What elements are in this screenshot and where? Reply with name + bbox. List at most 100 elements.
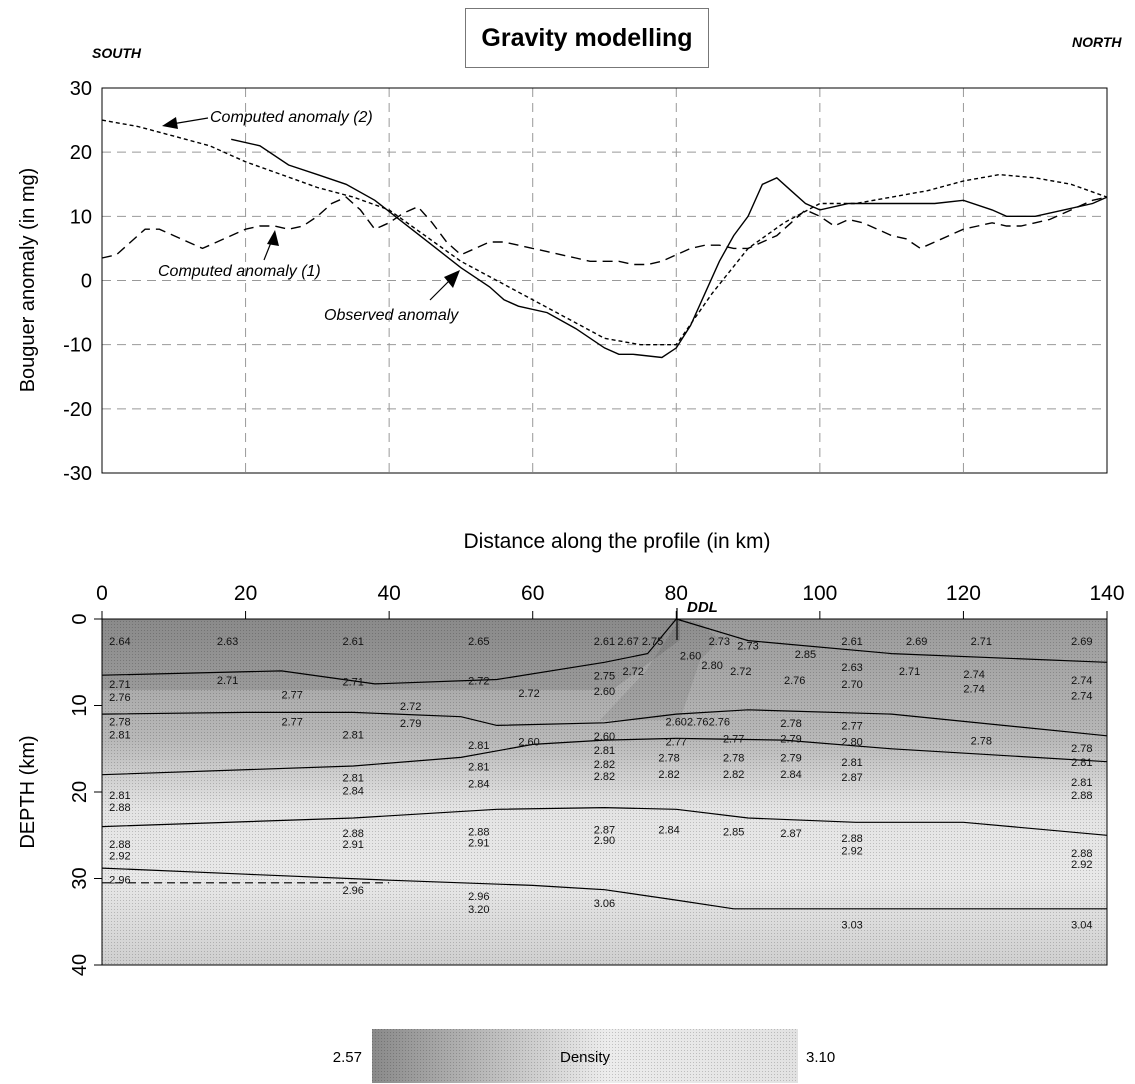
density-label: 2.60 — [594, 686, 615, 698]
series-line-dashed — [101, 196, 1108, 266]
density-label: 2.77 — [723, 734, 744, 746]
density-label: 2.96 — [468, 891, 489, 903]
density-label: 3.04 — [1071, 920, 1092, 932]
density-label: 2.84 — [780, 769, 801, 781]
gravity-y-tick-label: 0 — [81, 271, 92, 293]
annotation-computed-2: Computed anomaly (2) — [210, 109, 373, 126]
chart-title: Gravity modelling — [465, 8, 709, 68]
section-x-tick-label: 0 — [96, 582, 108, 605]
colorbar-texture — [372, 1029, 798, 1083]
gravity-y-tick-label: -20 — [63, 399, 92, 421]
density-label: 2.92 — [841, 845, 862, 857]
ddl-label: DDL — [687, 599, 718, 616]
section-x-tick-label: 100 — [802, 582, 837, 605]
density-label: 2.82 — [594, 759, 615, 771]
section-y-tick-label: 10 — [69, 694, 91, 716]
gravity-y-axis-label: Bouguer anomaly (in mg) — [17, 168, 39, 393]
ddl-dark-core — [600, 619, 720, 720]
density-label: 2.71 — [217, 675, 238, 687]
layer-boundary — [101, 806, 1108, 836]
density-label: 2.80 — [701, 660, 722, 672]
gravity-plot: 30 20 10 0 -10 -20 -30 Bouguer anomaly (in mg)… — [17, 78, 1108, 485]
density-label: 2.92 — [109, 850, 130, 862]
density-label: 2.96 — [109, 875, 130, 887]
density-label: 2.79 — [780, 734, 801, 746]
density-label: 2.72 — [518, 688, 539, 700]
layer-boundary — [101, 867, 1107, 910]
density-label: 2.84 — [468, 779, 489, 791]
density-label: 2.90 — [594, 835, 615, 847]
density-label: 2.76 — [687, 716, 708, 728]
density-label: 2.87 — [841, 772, 862, 784]
density-label: 2.88 — [1071, 848, 1092, 860]
density-label: 2.72 — [730, 666, 751, 678]
colorbar-max-label: 3.10 — [806, 1049, 835, 1066]
density-label: 2.81 — [342, 729, 363, 741]
density-label: 2.84 — [658, 825, 679, 837]
density-label: 2.67 — [617, 636, 638, 648]
density-label: 2.78 — [723, 753, 744, 765]
density-label: 2.76 — [784, 675, 805, 687]
density-label: 2.88 — [109, 802, 130, 814]
annotation-computed-2-arrowhead — [162, 117, 178, 129]
density-label: 2.76 — [109, 692, 130, 704]
gravity-y-tick-label: 20 — [70, 142, 92, 164]
density-colorbar: 2.57 Density 3.10 — [333, 1029, 835, 1083]
density-label: 2.74 — [963, 684, 984, 696]
density-label: 2.85 — [723, 826, 744, 838]
section-y-tick-label: 0 — [69, 613, 91, 624]
density-label: 2.85 — [795, 649, 816, 661]
annotation-computed-1-arrowhead — [267, 230, 279, 246]
density-label: 2.72 — [400, 701, 421, 713]
colorbar-min-label: 2.57 — [333, 1049, 362, 1066]
gravity-y-tick-label: -10 — [63, 335, 92, 357]
gravity-plot-frame — [101, 87, 1108, 474]
density-label: 2.72 — [622, 666, 643, 678]
section-y-tick-label: 20 — [69, 781, 91, 803]
density-label: 2.60 — [594, 731, 615, 743]
gravity-y-ticks: 30 20 10 0 -10 -20 -30 — [63, 78, 92, 485]
cross-section-plot: 2.64 2.63 2.61 2.65 2.61 2.67 2.75 2.73 2.732.85… — [17, 582, 1125, 976]
section-x-ticks: 0 20 40 60 80 100 120 140 — [96, 582, 1125, 619]
north-label: NORTH — [1072, 34, 1122, 50]
density-label: 2.77 — [281, 690, 302, 702]
density-label: 2.63 — [217, 636, 238, 648]
density-label: 2.71 — [109, 679, 130, 691]
density-label: 2.81 — [342, 773, 363, 785]
density-label: 2.60 — [680, 651, 701, 663]
density-label: 2.81 — [109, 790, 130, 802]
south-label: SOUTH — [92, 45, 142, 61]
layer-boundary — [101, 618, 1108, 685]
gravity-y-tick-label: 10 — [70, 206, 92, 228]
layer-boundary — [101, 737, 1108, 776]
density-label: 2.74 — [1071, 675, 1092, 687]
density-label: 2.71 — [899, 666, 920, 678]
section-x-tick-label: 40 — [377, 582, 400, 605]
density-label: 2.73 — [709, 636, 730, 648]
gravity-grid — [102, 88, 1107, 473]
density-label: 2.82 — [594, 771, 615, 783]
density-label: 2.91 — [468, 837, 489, 849]
density-label: 2.60 — [518, 736, 539, 748]
density-label: 2.72 — [468, 676, 489, 688]
density-label: 2.75 — [594, 671, 615, 683]
section-y-tick-label: 40 — [69, 954, 91, 976]
density-label: 2.81 — [1071, 757, 1092, 769]
density-label: 2.70 — [841, 679, 862, 691]
section-x-tick-label: 140 — [1089, 582, 1124, 605]
density-label: 2.96 — [342, 885, 363, 897]
section-x-tick-label: 60 — [521, 582, 544, 605]
density-label: 2.61 — [342, 636, 363, 648]
section-x-tick-label: 20 — [234, 582, 257, 605]
annotation-observed: Observed anomaly — [324, 307, 459, 324]
density-label: 2.82 — [658, 769, 679, 781]
density-label: 2.69 — [1071, 636, 1092, 648]
density-label: 2.78 — [1071, 743, 1092, 755]
gravity-y-tick-label: 30 — [70, 78, 92, 100]
density-label: 2.76 — [709, 716, 730, 728]
section-x-tick-label: 80 — [665, 582, 688, 605]
density-label: 2.75 — [642, 636, 663, 648]
density-label: 2.71 — [342, 677, 363, 689]
density-label: 2.92 — [1071, 859, 1092, 871]
density-label: 2.81 — [468, 740, 489, 752]
